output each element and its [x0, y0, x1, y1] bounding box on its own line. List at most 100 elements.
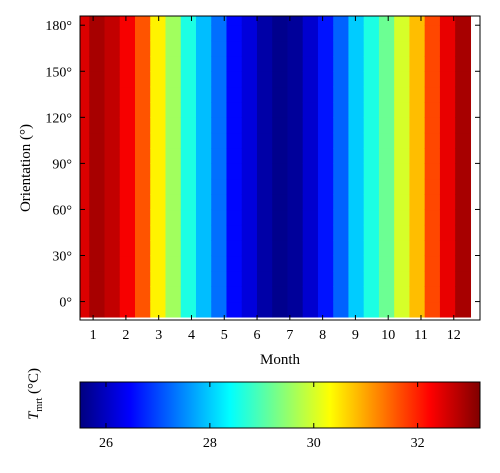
heatmap-cell — [104, 209, 121, 226]
heatmap-cell — [135, 40, 151, 57]
heatmap-cell — [272, 55, 289, 72]
heatmap-cell — [302, 240, 319, 257]
heatmap-cell — [363, 209, 380, 226]
heatmap-cell — [394, 270, 411, 287]
heatmap-cell — [211, 16, 228, 26]
heatmap-cell — [256, 255, 273, 272]
svg-text:Tmrt (°C): Tmrt (°C) — [26, 368, 45, 420]
heatmap-cell — [119, 209, 136, 226]
heatmap-cell — [226, 240, 243, 257]
heatmap-cell — [226, 86, 243, 103]
heatmap-cell — [211, 25, 228, 42]
heatmap-cell — [317, 55, 334, 72]
heatmap-cell — [409, 178, 426, 195]
heatmap-cell — [226, 194, 243, 211]
heatmap-cell — [455, 25, 472, 42]
heatmap-cell — [439, 71, 456, 88]
heatmap-cell — [363, 25, 380, 42]
heatmap-cell — [302, 194, 319, 211]
heatmap-cell — [272, 240, 289, 257]
heatmap-cell — [89, 40, 106, 57]
heatmap-cell — [195, 71, 212, 88]
heatmap-cell — [241, 132, 258, 149]
heatmap-cell — [317, 163, 334, 180]
heatmap-cell — [272, 132, 289, 149]
heatmap-cell — [165, 148, 182, 164]
colorbar-gradient — [79, 381, 481, 429]
heatmap-cell — [104, 117, 121, 134]
heatmap-cell — [287, 178, 304, 195]
heatmap-cell — [165, 255, 182, 272]
heatmap-cell — [272, 163, 289, 180]
heatmap-cell — [424, 25, 441, 42]
heatmap-cell — [89, 270, 106, 287]
heatmap-cell — [272, 301, 289, 318]
heatmap-cell — [333, 270, 350, 287]
heatmap-cell — [348, 270, 365, 287]
heatmap-cell — [80, 148, 90, 164]
heatmap-cell — [119, 101, 136, 118]
heatmap-cell — [135, 101, 151, 118]
heatmap-cell — [287, 240, 304, 257]
heatmap-cell — [348, 16, 365, 26]
heatmap-cell — [150, 16, 167, 26]
heatmap-cell — [195, 117, 212, 134]
heatmap-cell — [378, 240, 395, 257]
heatmap-cell — [348, 117, 365, 134]
heatmap-cell — [226, 286, 243, 303]
heatmap-cell — [104, 270, 121, 287]
heatmap-cell — [180, 117, 197, 134]
x-tick-label: 4 — [188, 328, 195, 343]
heatmap-cell — [272, 255, 289, 272]
heatmap-cell — [150, 270, 167, 287]
heatmap-cell — [439, 240, 456, 257]
heatmap-cell — [394, 117, 411, 134]
heatmap-cell — [363, 240, 380, 257]
heatmap-cell — [424, 86, 441, 103]
heatmap-cell — [409, 117, 426, 134]
heatmap-cell — [104, 86, 121, 103]
heatmap-cell — [226, 16, 243, 26]
heatmap-cell — [363, 40, 380, 57]
heatmap-cell — [180, 16, 197, 26]
heatmap-cell — [80, 40, 90, 57]
heatmap-cell — [211, 71, 228, 88]
heatmap-cell — [135, 224, 151, 241]
heatmap-cell — [317, 117, 334, 134]
heatmap-cell — [363, 148, 380, 164]
heatmap-cell — [104, 101, 121, 118]
heatmap-cell — [302, 117, 319, 134]
heatmap-cell — [378, 255, 395, 272]
heatmap-cell — [378, 16, 395, 26]
heatmap-cell — [89, 209, 106, 226]
heatmap-cell — [394, 224, 411, 241]
heatmap-cell — [333, 240, 350, 257]
heatmap-cell — [378, 117, 395, 134]
heatmap-cell — [455, 301, 472, 318]
heatmap-cell — [256, 194, 273, 211]
colorbar: 26 28 30 32 Tmrt (°C) — [26, 368, 481, 451]
heatmap-cell — [302, 132, 319, 149]
heatmap-cell — [135, 163, 151, 180]
heatmap-cell — [439, 25, 456, 42]
heatmap-cell — [455, 86, 472, 103]
heatmap-cell — [104, 25, 121, 42]
x-tick-label: 3 — [155, 328, 162, 343]
heatmap-cell — [104, 132, 121, 149]
heatmap-cell — [150, 40, 167, 57]
heatmap-cell — [241, 286, 258, 303]
heatmap-cell — [256, 270, 273, 287]
heatmap-cell — [150, 240, 167, 257]
heatmap-cell — [455, 71, 472, 88]
heatmap-cell — [394, 148, 411, 164]
heatmap-cell — [439, 40, 456, 57]
heatmap-cell — [439, 101, 456, 118]
heatmap-cell — [180, 101, 197, 118]
heatmap-cell — [150, 55, 167, 72]
heatmap-cell — [89, 224, 106, 241]
heatmap-cell — [333, 117, 350, 134]
heatmap-cell — [424, 255, 441, 272]
heatmap-cell — [348, 224, 365, 241]
heatmap-cell — [135, 132, 151, 149]
heatmap-cell — [150, 148, 167, 164]
